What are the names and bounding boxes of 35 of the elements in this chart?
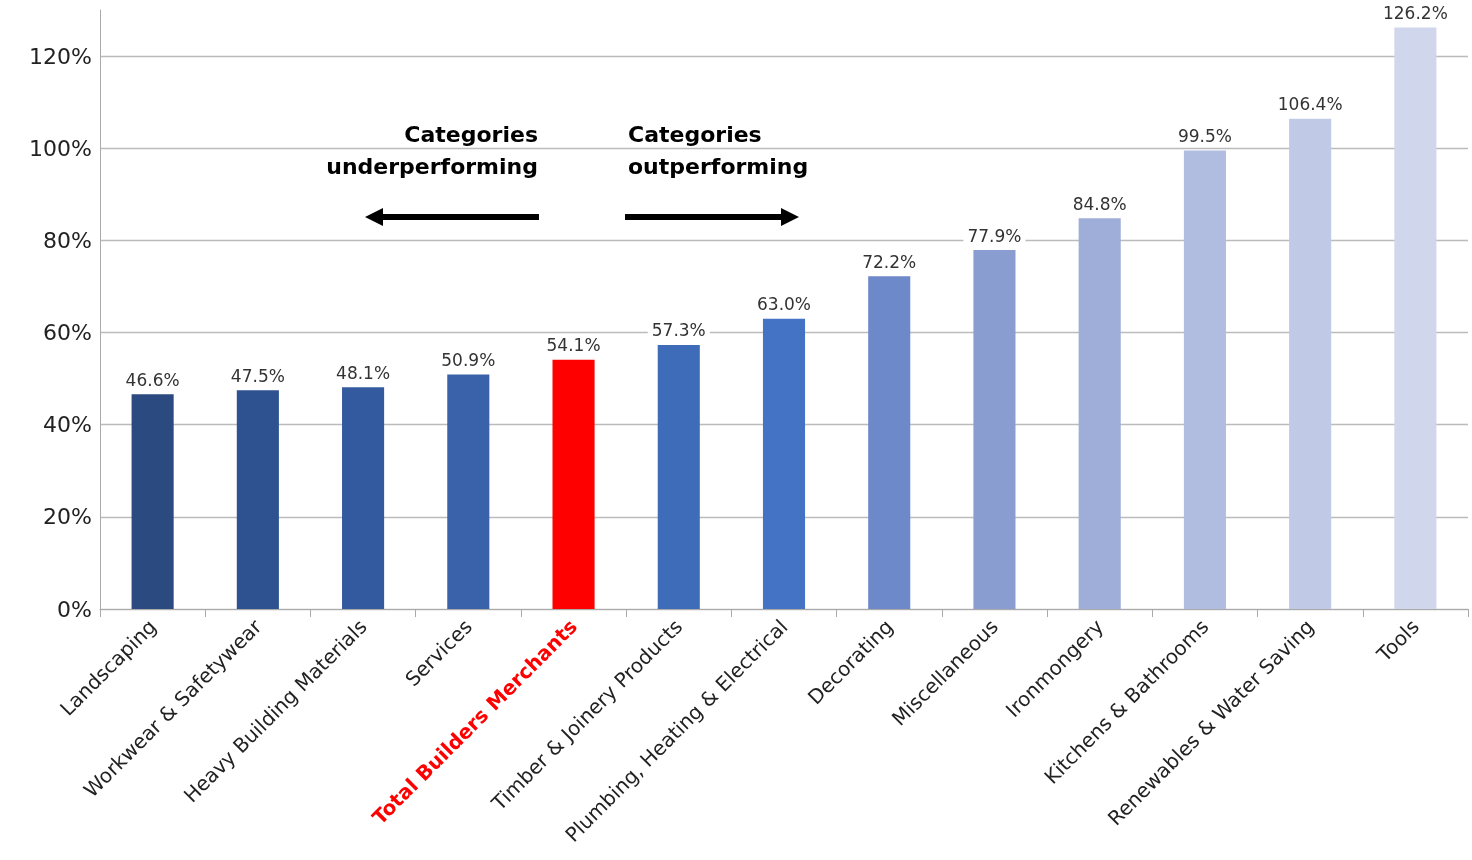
data-label: 106.4% (1277, 94, 1343, 115)
bar (1078, 218, 1121, 609)
y-tick-label: 80% (43, 227, 92, 253)
bar (657, 344, 700, 609)
data-label: 46.6% (125, 369, 180, 390)
data-label: 54.1% (546, 335, 601, 356)
data-label: 47.5% (230, 365, 285, 386)
bar (236, 390, 279, 609)
bar (762, 318, 806, 609)
data-label: 77.9% (967, 225, 1022, 246)
data-label: 63.0% (756, 294, 812, 315)
bar (868, 276, 911, 609)
y-tick-label: 40% (43, 412, 92, 438)
y-tick-label: 20% (43, 504, 92, 530)
data-label: 57.3% (651, 320, 706, 341)
bar (447, 374, 490, 609)
data-label: 99.5% (1177, 126, 1232, 147)
data-label: 84.8% (1072, 193, 1127, 214)
bar (1289, 118, 1332, 609)
data-label: 50.9% (441, 349, 496, 370)
annotation: Categories outperforming (628, 121, 809, 179)
annotation: Categories underperforming (326, 121, 538, 179)
bar (342, 387, 385, 609)
data-label: 126.2% (1382, 3, 1448, 24)
y-tick-label: 120% (29, 43, 92, 69)
data-label: 48.1% (336, 362, 391, 383)
data-label: 72.2% (862, 251, 917, 272)
y-tick-label: 100% (29, 135, 92, 161)
bar (1394, 27, 1437, 609)
bar (1183, 150, 1226, 609)
y-tick-label: 60% (43, 320, 92, 346)
y-tick-label: 0% (57, 596, 92, 622)
bar (131, 394, 174, 609)
bar (973, 250, 1016, 609)
bar (552, 359, 595, 609)
